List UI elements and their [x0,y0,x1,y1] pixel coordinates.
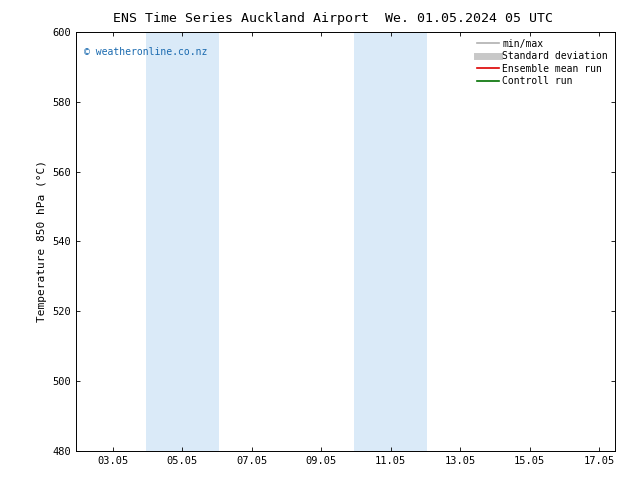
Y-axis label: Temperature 850 hPa (°C): Temperature 850 hPa (°C) [37,160,47,322]
Bar [146,32,219,451]
Text: © weatheronline.co.nz: © weatheronline.co.nz [84,47,207,56]
Legend: min/max, Standard deviation, Ensemble mean run, Controll run: min/max, Standard deviation, Ensemble me… [476,37,610,88]
Text: ENS Time Series Auckland Airport: ENS Time Series Auckland Airport [113,12,369,25]
Text: We. 01.05.2024 05 UTC: We. 01.05.2024 05 UTC [385,12,553,25]
Bar [354,32,427,451]
